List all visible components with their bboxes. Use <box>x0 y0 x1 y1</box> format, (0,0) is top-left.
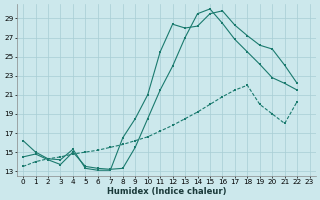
X-axis label: Humidex (Indice chaleur): Humidex (Indice chaleur) <box>107 187 226 196</box>
